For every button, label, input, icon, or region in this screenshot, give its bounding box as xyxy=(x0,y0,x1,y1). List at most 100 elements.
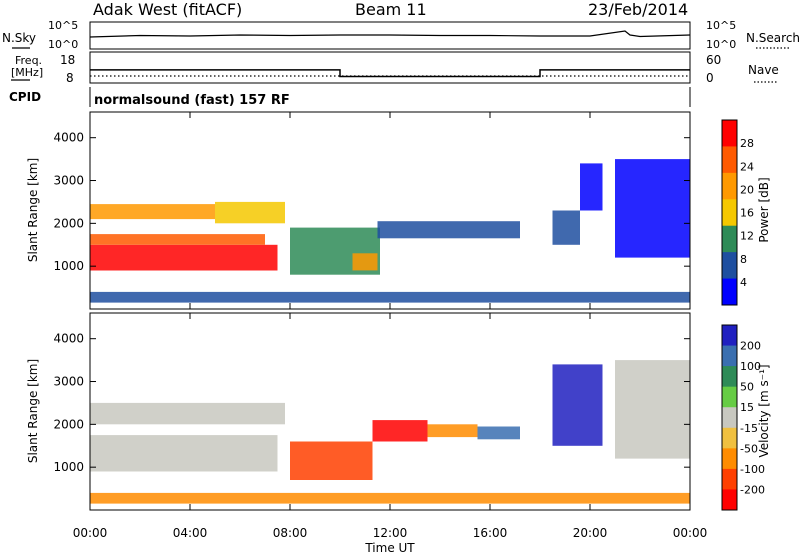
cpid-text: normalsound (fast) 157 RF xyxy=(94,93,290,108)
range-tick-label: 4000 xyxy=(53,131,84,145)
heatmap-region-5 xyxy=(352,253,378,271)
velocity-colorbar: 200 100 50 15 -15 -50 -100 -200 xyxy=(721,324,765,511)
colorbar-swatch xyxy=(722,386,737,408)
colorbar-swatch xyxy=(722,325,737,347)
heatmap-region-4 xyxy=(427,424,478,438)
heatmap-region-8 xyxy=(580,163,603,211)
colorbar-tick-label: 8 xyxy=(740,253,747,266)
colorbar-tick-label: 12 xyxy=(740,230,754,243)
range-tick-label: 2000 xyxy=(53,216,84,230)
colorbar-swatch xyxy=(722,489,737,511)
time-tick-label: 12:00 xyxy=(373,526,408,540)
time-tick-label: 08:00 xyxy=(273,526,308,540)
cpid-label: CPID xyxy=(9,90,41,104)
colorbar-tick-label: 24 xyxy=(740,160,754,173)
time-axis-ticks: 00:00 04:00 08:00 12:00 16:00 20:00 00:00 xyxy=(73,112,708,540)
heatmap-region-6 xyxy=(377,221,520,239)
nave-tick-0: 0 xyxy=(706,71,714,85)
colorbar-swatch xyxy=(722,120,737,147)
freq-label-2: [MHz] xyxy=(11,66,43,79)
noise-tick-bottom-right: 10^0 xyxy=(706,38,736,51)
beam-title: Beam 11 xyxy=(355,0,427,19)
heatmap-region-7 xyxy=(552,210,580,245)
range-tick-label: 1000 xyxy=(53,460,84,474)
nave-tick-60: 60 xyxy=(706,53,721,67)
power-colorbar: 28 24 20 16 12 8 4 xyxy=(721,119,754,306)
time-tick-label: 04:00 xyxy=(173,526,208,540)
colorbar-tick-label: 50 xyxy=(740,381,754,394)
heatmap-region-7 xyxy=(615,360,690,459)
colorbar-tick-label: 4 xyxy=(740,276,747,289)
heatmap-region-6 xyxy=(552,364,603,446)
date-title: 23/Feb/2014 xyxy=(588,0,688,19)
velocity-range-axis-label: Slant Range [km] xyxy=(26,359,40,463)
freq-series-line xyxy=(90,69,690,78)
noise-left-label: N.Sky xyxy=(2,31,36,45)
heatmap-region-3 xyxy=(215,201,285,224)
colorbar-tick-label: -200 xyxy=(740,483,765,496)
colorbar-swatch xyxy=(722,146,737,174)
freq-tick-8: 8 xyxy=(66,71,74,85)
colorbar-swatch xyxy=(722,199,737,227)
range-tick-label: 1000 xyxy=(53,259,84,273)
heatmap-region-1 xyxy=(90,234,265,245)
range-tick-label: 3000 xyxy=(53,375,84,389)
colorbar-swatch xyxy=(722,427,737,449)
noise-panel: N.Sky 10^5 10^0 10^5 10^0 N.Search xyxy=(2,19,800,51)
colorbar-tick-label: 100 xyxy=(740,360,761,373)
heatmap-region-8 xyxy=(90,492,690,504)
colorbar-tick-label: 15 xyxy=(740,401,754,414)
time-axis-label: Time UT xyxy=(364,541,415,554)
velocity-data-layer xyxy=(90,360,690,504)
heatmap-region-10 xyxy=(90,291,690,303)
frequency-panel: Freq. [MHz] 18 8 60 0 Nave xyxy=(11,51,779,85)
velocity-range-ticks: 4000 3000 2000 1000 xyxy=(53,332,690,474)
range-tick-label: 4000 xyxy=(53,332,84,346)
colorbar-tick-label: -50 xyxy=(740,442,758,455)
heatmap-region-3 xyxy=(372,420,428,442)
colorbar-swatch xyxy=(722,278,737,306)
noise-tick-top-left: 10^5 xyxy=(48,19,78,32)
heatmap-region-1 xyxy=(90,402,285,425)
colorbar-swatch xyxy=(722,172,737,200)
colorbar-tick-label: -15 xyxy=(740,422,758,435)
colorbar-tick-label: 28 xyxy=(740,137,754,150)
cpid-panel: CPID normalsound (fast) 157 RF xyxy=(9,87,691,108)
freq-tick-18: 18 xyxy=(60,53,75,67)
time-tick-label: 16:00 xyxy=(473,526,508,540)
heatmap-region-0 xyxy=(90,244,278,271)
colorbar-swatch xyxy=(722,225,737,253)
colorbar-frame xyxy=(721,324,738,511)
colorbar-swatch xyxy=(722,252,737,280)
heatmap-region-0 xyxy=(90,435,278,472)
heatmap-region-9 xyxy=(615,159,690,258)
velocity-colorbar-label: Velocity [m s⁻¹] xyxy=(757,364,771,457)
heatmap-region-2 xyxy=(290,441,373,480)
power-range-ticks: 4000 3000 2000 1000 xyxy=(53,131,690,273)
noise-tick-top-right: 10^5 xyxy=(706,19,736,32)
freq-label-1: Freq. xyxy=(15,54,42,67)
colorbar-swatch xyxy=(722,366,737,388)
colorbar-tick-label: 20 xyxy=(740,183,754,196)
noise-series-line xyxy=(89,30,691,38)
colorbar-tick-label: 16 xyxy=(740,207,754,220)
time-tick-label: 00:00 xyxy=(673,526,708,540)
time-tick-label: 20:00 xyxy=(573,526,608,540)
heatmap-region-5 xyxy=(477,426,520,440)
colorbar-swatch xyxy=(722,407,737,429)
colorbar-swatch xyxy=(722,468,737,490)
power-panel: 4000 3000 2000 1000 Slant Range [km] 28 24 20… xyxy=(26,111,771,310)
noise-right-label: N.Search xyxy=(746,31,800,45)
heatmap-region-2 xyxy=(90,204,215,220)
velocity-panel: 4000 3000 2000 1000 Slant Range [km] 200 100… xyxy=(26,312,771,511)
power-range-axis-label: Slant Range [km] xyxy=(26,158,40,262)
station-title: Adak West (fitACF) xyxy=(93,0,242,19)
range-tick-label: 3000 xyxy=(53,174,84,188)
colorbar-tick-label: -100 xyxy=(740,463,765,476)
power-colorbar-label: Power [dB] xyxy=(757,177,771,242)
colorbar-frame xyxy=(721,119,738,306)
noise-tick-bottom-left: 10^0 xyxy=(48,38,78,51)
colorbar-swatch xyxy=(722,448,737,470)
colorbar-tick-label: 200 xyxy=(740,340,761,353)
